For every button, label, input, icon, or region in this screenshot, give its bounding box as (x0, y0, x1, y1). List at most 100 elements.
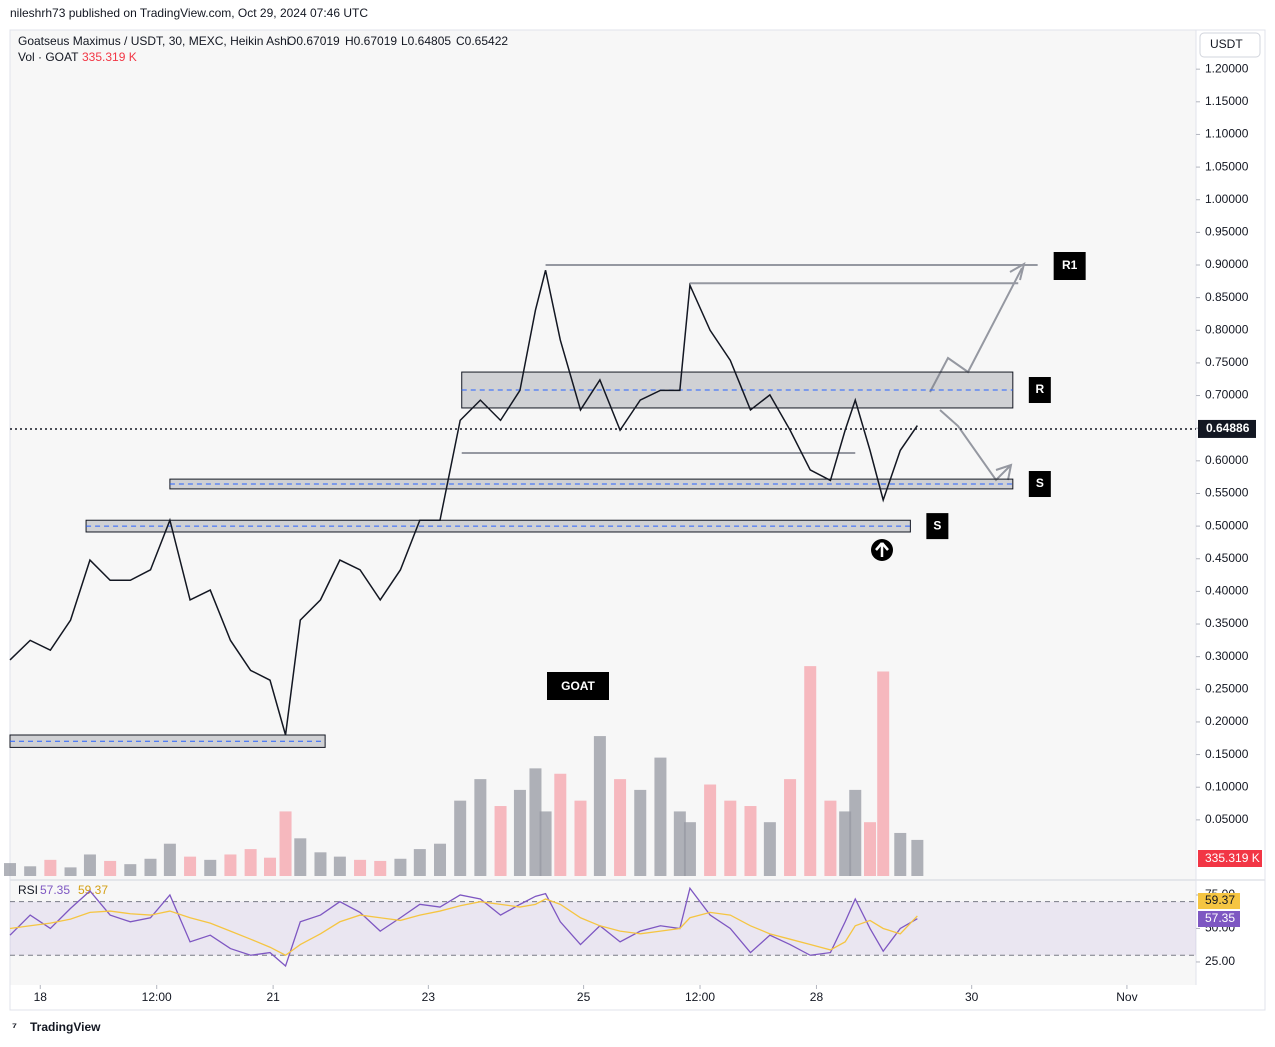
ohlc-open: O0.67019 (287, 34, 340, 48)
level-label-box (1053, 252, 1086, 280)
volume-bar (634, 789, 647, 876)
rsi-y-tick-label: 25.00 (1205, 954, 1235, 968)
y-tick-label: 0.10000 (1205, 779, 1249, 793)
volume-bar (354, 859, 367, 876)
rsi-badge-label: 59.37 (1205, 893, 1235, 907)
annotation: GOAT (561, 679, 595, 693)
x-tick-label: 30 (965, 990, 979, 1004)
volume-bar (864, 822, 877, 876)
volume-bar (824, 800, 837, 876)
y-tick-label: 0.75000 (1205, 355, 1249, 369)
volume-title: Vol · GOAT (18, 50, 79, 64)
level-label: R1 (1062, 258, 1078, 272)
rsi-title: RSI (18, 883, 38, 897)
volume-bar (513, 789, 526, 876)
volume-bar (494, 806, 507, 876)
volume-bar (593, 736, 606, 876)
volume-bar (454, 800, 467, 876)
y-tick-label: 1.20000 (1205, 61, 1249, 75)
currency[interactable]: USDT (1210, 37, 1243, 51)
volume-bar (877, 671, 890, 876)
up-icon-arrow (875, 542, 889, 557)
volume-bar (394, 858, 407, 876)
x-tick-label: 12:00 (685, 990, 715, 1004)
brand: TradingView (30, 1020, 101, 1034)
volume-bar (244, 849, 257, 876)
volume-bar (83, 854, 96, 876)
volume-bar (849, 789, 862, 876)
x-tick-label: 18 (34, 990, 48, 1004)
x-tick-label: 25 (577, 990, 591, 1004)
volume-bar (104, 860, 117, 876)
arrow-down-path (939, 409, 1011, 482)
volume-bar (163, 843, 176, 876)
x-tick-label: 28 (810, 990, 824, 1004)
frame (9, 29, 1266, 1011)
last-price-label: 0.64886 (1206, 421, 1250, 435)
volume-bar (539, 811, 552, 876)
volume-badge (1198, 850, 1262, 867)
y-tick-label: 1.00000 (1205, 192, 1249, 206)
rsi-line (9, 886, 918, 968)
y-tick-label: 0.25000 (1205, 681, 1249, 695)
volume-bar (224, 854, 237, 876)
y-tick-label: 0.45000 (1205, 551, 1249, 565)
volume-bar (279, 811, 292, 876)
volume-bar (144, 858, 157, 876)
x-tick-label: 21 (266, 990, 280, 1004)
arrow-down-head (995, 463, 1013, 481)
volume-bar (614, 779, 627, 876)
symbol-title: Goatseus Maximus / USDT, 30, MEXC, Heiki… (18, 34, 289, 48)
volume-bar (724, 800, 737, 876)
rsi-line (9, 898, 918, 957)
volume-bar (894, 832, 907, 876)
chart-layer: 1.20000 1.15000 1.10000 1.05000 1.00000 0.950… (4, 61, 1262, 1004)
y-tick-label: 0.20000 (1205, 714, 1249, 728)
volume-bar (64, 867, 77, 876)
volume-bar (184, 856, 197, 876)
y-tick-label: 0.35000 (1205, 616, 1249, 630)
volume-bar (124, 864, 137, 876)
volume-bar (839, 811, 852, 876)
volume-bar (204, 859, 217, 876)
volume-bar (744, 806, 757, 876)
arrow-up-path (929, 267, 1023, 393)
volume-bar (911, 839, 924, 876)
volume-bar (574, 800, 587, 876)
x-tick-label: 23 (422, 990, 436, 1004)
volume-bar (4, 863, 16, 876)
y-tick-label: 0.70000 (1205, 388, 1249, 402)
currency-box[interactable] (1199, 32, 1261, 58)
ohlc-low: L0.64805 (401, 34, 451, 48)
y-tick-label: 0.15000 (1205, 747, 1249, 761)
volume-bar (529, 768, 542, 876)
volume-bar (654, 757, 667, 876)
y-tick-label: 1.10000 (1205, 127, 1249, 141)
volume-bar (374, 860, 387, 876)
volume-bar (474, 779, 487, 876)
volume-bar (413, 849, 426, 876)
rsi-badge-label: 57.35 (1205, 911, 1235, 925)
zone (85, 519, 911, 533)
ohlc-high: H0.67019 (345, 34, 397, 48)
rsi-badge (1198, 911, 1240, 927)
volume-bar (333, 856, 346, 876)
y-tick-label: 0.40000 (1205, 584, 1249, 598)
volume-bar (434, 843, 447, 876)
y-tick-label: 0.90000 (1205, 257, 1249, 271)
volume-bar (44, 859, 57, 876)
ohlc-close: C0.65422 (456, 34, 508, 48)
volume-bar (554, 773, 567, 876)
volume-bar (294, 838, 307, 876)
volume-bar (673, 811, 686, 876)
y-tick-label: 1.15000 (1205, 94, 1249, 108)
last-price-box (1198, 419, 1256, 438)
zone-label: S (1036, 476, 1044, 490)
y-tick-label: 0.80000 (1205, 322, 1249, 336)
zone-label: S (933, 518, 941, 532)
volume-bar (704, 784, 717, 876)
volume-bar (763, 822, 776, 876)
volume-value: 335.319 K (82, 50, 137, 64)
rsi-value: 57.35 (40, 883, 70, 897)
